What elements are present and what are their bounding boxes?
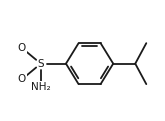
Text: NH₂: NH₂ xyxy=(31,82,51,92)
Text: S: S xyxy=(37,59,44,69)
Text: O: O xyxy=(18,74,26,84)
Text: O: O xyxy=(18,43,26,53)
